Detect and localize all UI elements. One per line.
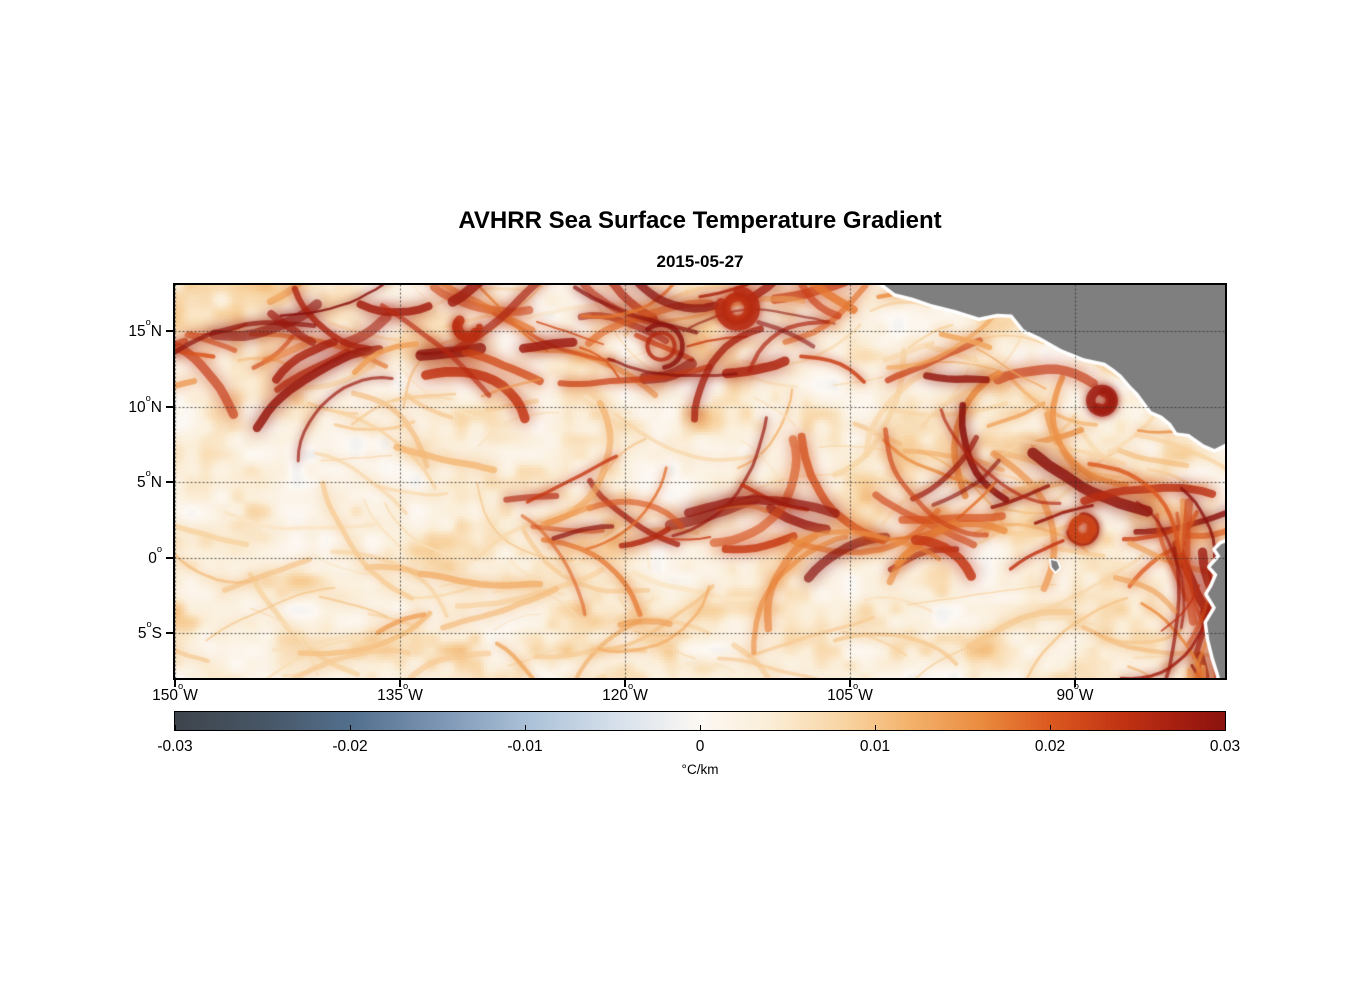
sst-gradient-heatmap: [175, 285, 1225, 678]
x-axis-tick: [1074, 680, 1076, 687]
colorbar-tick: [174, 725, 176, 730]
colorbar-tick: [874, 725, 876, 730]
x-axis-tick: [399, 680, 401, 687]
x-axis-tick: [174, 680, 176, 687]
y-axis-tick: [166, 481, 173, 484]
colorbar-units-label: °C/km: [681, 762, 719, 777]
colorbar-tick-label: 0.01: [859, 738, 891, 755]
y-axis-tick: [166, 632, 173, 635]
x-axis-tick: [624, 680, 626, 687]
chart-title: AVHRR Sea Surface Temperature Gradient: [458, 207, 942, 234]
colorbar-tick: [699, 725, 701, 730]
x-axis-tick-label: 150oW: [152, 680, 198, 705]
colorbar-tick: [524, 725, 526, 730]
colorbar-tick: [1224, 725, 1226, 730]
y-axis-tick-label: 5oN: [137, 468, 162, 492]
x-axis-tick-label: 120oW: [602, 680, 648, 705]
y-axis-tick-label: 10oN: [128, 392, 162, 416]
map-plot-area: [173, 283, 1227, 680]
colorbar-tick-label: -0.01: [507, 738, 543, 755]
y-axis-tick: [166, 330, 173, 333]
y-axis-tick-label: 5oS: [137, 619, 162, 643]
x-axis-tick-label: 135oW: [377, 680, 423, 705]
colorbar-tick: [349, 725, 351, 730]
y-axis-tick-label: 0o: [148, 543, 162, 567]
colorbar-tick-label: 0.03: [1209, 738, 1241, 755]
colorbar-tick-label: -0.02: [332, 738, 368, 755]
colorbar-tick-label: -0.03: [157, 738, 193, 755]
y-axis-tick-label: 15oN: [128, 316, 162, 341]
colorbar: [174, 711, 1226, 731]
y-axis-tick: [166, 405, 173, 408]
colorbar-tick: [1049, 725, 1051, 730]
colorbar-gradient: [174, 712, 1226, 730]
colorbar-tick-label: 0.02: [1034, 738, 1066, 755]
chart-subtitle-date: 2015-05-27: [656, 252, 744, 271]
y-axis-tick: [166, 556, 173, 559]
colorbar-tick-label: 0: [695, 738, 705, 755]
x-axis-tick-label: 105oW: [827, 680, 873, 705]
x-axis-tick: [849, 680, 851, 687]
x-axis-tick-label: 90oW: [1056, 680, 1094, 705]
